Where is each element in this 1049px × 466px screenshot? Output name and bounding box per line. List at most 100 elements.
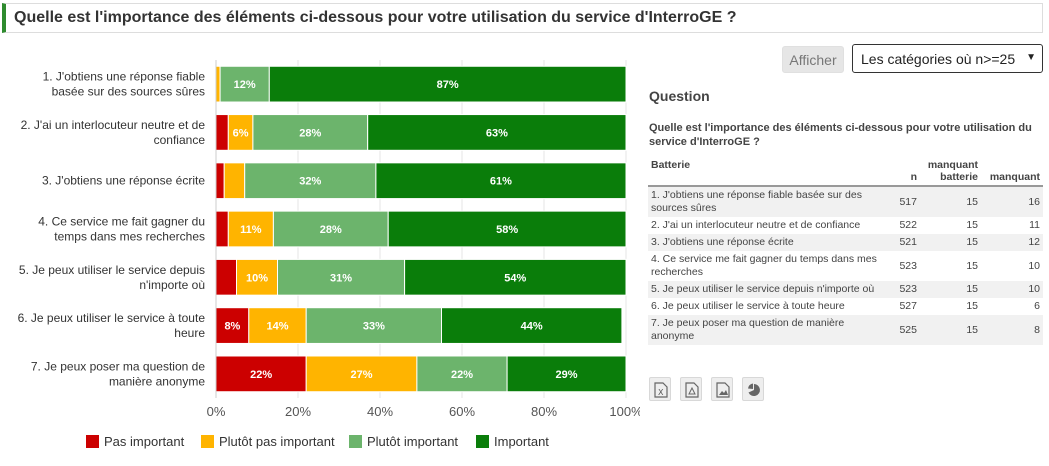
table-row: 4. Ce service me fait gagner du temps da…: [648, 251, 1043, 281]
page-header: Quelle est l'importance des éléments ci-…: [2, 3, 1043, 33]
data-label: 33%: [363, 321, 385, 333]
cell-n: 523: [899, 259, 917, 272]
x-tick-label: 100%: [609, 404, 640, 419]
cell-manquant: 11: [1029, 219, 1040, 231]
bar-segment: [244, 162, 377, 200]
bar-segment: [252, 114, 369, 151]
page-title: Quelle est l'importance des éléments ci-…: [14, 9, 737, 26]
table-header-row: Batterie n manquant batterie manquant: [648, 157, 1043, 186]
cell-manquant: 10: [1028, 259, 1040, 272]
data-label: 8%: [224, 321, 240, 333]
category-label: 4. Ce service me fait gagner du: [38, 215, 205, 229]
category-label: n'importe où: [139, 278, 205, 292]
category-label: heure: [174, 326, 205, 340]
table-row: 1. J'obtiens une réponse fiable basée su…: [648, 186, 1043, 217]
bar-segment: [506, 355, 627, 393]
bar-segment: [277, 258, 406, 296]
category-label: 2. J'ai un interlocuteur neutre et de: [21, 118, 206, 132]
data-label: 27%: [351, 369, 373, 381]
legend-swatch: [86, 435, 99, 448]
cell-manquant-batterie: 15: [920, 234, 981, 251]
data-label: 28%: [320, 224, 342, 236]
category-label: 7. Je peux poser ma question de: [31, 359, 205, 373]
cell-batterie: 3. J'obtiens une réponse écrite: [648, 234, 892, 251]
bar-segment: [236, 258, 278, 296]
bar-segment: [404, 258, 627, 296]
legend-swatch: [349, 435, 362, 448]
data-label: 28%: [299, 127, 321, 139]
legend-label: Pas important: [104, 434, 185, 449]
data-label: 54%: [504, 272, 526, 284]
cell-n: 523: [892, 281, 920, 298]
data-label: 11%: [240, 224, 262, 236]
legend-swatch: [476, 435, 489, 448]
image-export-button[interactable]: [711, 377, 733, 401]
legend-label: Plutôt pas important: [219, 434, 335, 449]
bar-segment: [272, 210, 389, 248]
category-label: 3. J'obtiens une réponse écrite: [42, 174, 205, 188]
cell-n: 527: [899, 300, 917, 312]
bar-segment: [416, 355, 508, 393]
table-row: 6. Je peux utiliser le service à toute h…: [648, 298, 1043, 315]
bar-segment: [215, 162, 225, 200]
svg-text:X: X: [658, 388, 664, 397]
cell-manquant-batterie: 15: [966, 259, 978, 272]
cell-batterie: 5. Je peux utiliser le service depuis n'…: [648, 281, 892, 298]
pdf-export-button[interactable]: [680, 377, 702, 401]
pie-chart-icon: [748, 383, 760, 396]
cell-batterie: 4. Ce service me fait gagner du temps da…: [651, 253, 877, 278]
x-tick-label: 40%: [367, 404, 393, 419]
stacked-bar-chart: 0% 20% 40% 60% 80% 100% 12% 87% 1. J'obtiens une…: [18, 60, 640, 449]
legend-label: Important: [494, 434, 549, 449]
bar-segment: [215, 114, 229, 151]
bar-segment: [268, 65, 627, 103]
category-filter-value: Les catégories où n>=25: [861, 51, 1016, 67]
x-tick-label: 0%: [207, 404, 226, 419]
cell-n: 525: [892, 315, 920, 345]
bar-segment: [215, 258, 237, 296]
bar-segment: [441, 307, 623, 344]
stats-table: Batterie n manquant batterie manquant 1.…: [648, 157, 1043, 345]
cell-manquant-batterie: 15: [966, 219, 978, 231]
table-row: 2. J'ai un interlocuteur neutre et de co…: [648, 217, 1043, 234]
category-label: manière anonyme: [109, 374, 205, 388]
cell-manquant-batterie: 15: [920, 186, 981, 217]
category-filter-select[interactable]: Les catégories où n>=25 ▼: [852, 44, 1043, 73]
data-label: 14%: [266, 321, 288, 333]
data-label: 58%: [496, 224, 518, 236]
data-label: 61%: [490, 176, 512, 188]
question-text: Quelle est l'importance des éléments ci-…: [649, 122, 1032, 148]
column-header-batterie: Batterie: [651, 159, 691, 171]
data-label: 63%: [486, 127, 508, 139]
category-label: basée sur des sources sûres: [52, 85, 205, 99]
bar-segment: [375, 162, 627, 200]
x-tick-label: 60%: [449, 404, 475, 419]
cell-batterie: 2. J'ai un interlocuteur neutre et de co…: [651, 219, 861, 231]
category-label: 1. J'obtiens une réponse fiable: [43, 70, 206, 84]
excel-icon: X: [654, 382, 668, 398]
afficher-button[interactable]: Afficher: [782, 46, 844, 73]
data-label: 29%: [556, 369, 578, 381]
cell-n: 522: [899, 219, 917, 231]
pie-chart-export-button[interactable]: [742, 377, 764, 401]
bar-segment: [305, 355, 418, 393]
data-label: 10%: [246, 272, 268, 284]
cell-batterie: 6. Je peux utiliser le service à toute h…: [651, 300, 845, 312]
data-label: 12%: [234, 79, 256, 91]
cell-manquant: 12: [981, 234, 1043, 251]
excel-export-button[interactable]: X: [649, 377, 671, 401]
bar-segment: [367, 114, 627, 151]
data-label: 6%: [233, 127, 249, 139]
cell-n: 521: [892, 234, 920, 251]
cell-batterie: 1. J'obtiens une réponse fiable basée su…: [648, 186, 892, 217]
cell-batterie: 7. Je peux poser ma question de manière …: [648, 315, 892, 345]
cell-manquant-batterie: 15: [966, 300, 978, 312]
data-label: 87%: [437, 79, 459, 91]
category-label: 6. Je peux utiliser le service à toute: [18, 311, 206, 325]
cell-n: 517: [892, 186, 920, 217]
data-label: 22%: [451, 369, 473, 381]
category-label: 5. Je peux utiliser le service depuis: [19, 263, 205, 277]
image-icon: [716, 382, 730, 398]
side-panel-title: Question: [649, 88, 710, 104]
bar-segment: [215, 210, 229, 248]
